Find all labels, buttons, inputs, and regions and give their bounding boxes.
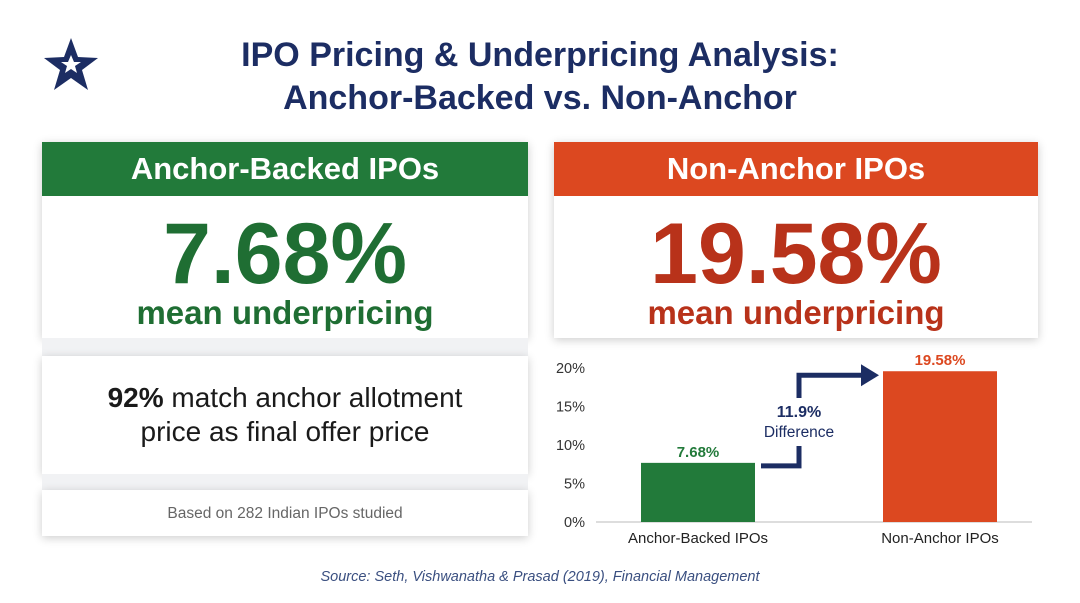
arrow-head-icon: [861, 364, 879, 387]
non-anchor-header: Non-Anchor IPOs: [554, 142, 1038, 196]
anchor-match-card: [42, 356, 528, 474]
bar-value-label: 7.68%: [677, 444, 720, 461]
card-separator: [42, 474, 528, 490]
y-tick-label: 20%: [556, 361, 585, 377]
page-title: IPO Pricing & Underpricing Analysis: Anc…: [140, 34, 940, 120]
y-tick-label: 15%: [556, 400, 585, 416]
non-anchor-card: Non-Anchor IPOs 19.58% mean underpricing: [554, 142, 1038, 338]
anchor-backed-value: 7.68%: [163, 206, 407, 302]
anchor-match-text: 92% match anchor allotment price as fina…: [42, 381, 528, 449]
source-citation: Source: Seth, Vishwanatha & Prasad (2019…: [320, 569, 760, 585]
y-tick-label: 10%: [556, 438, 585, 454]
bar-value-label: 19.58%: [915, 352, 966, 369]
study-footnote: Based on 282 Indian IPOs studied: [167, 505, 403, 522]
card-separator: [42, 338, 528, 356]
match-percent: 92%: [107, 382, 164, 413]
y-tick-label: 0%: [564, 515, 585, 531]
match-line-2: price as final offer price: [140, 416, 430, 447]
title-line-1: IPO Pricing & Underpricing Analysis:: [241, 36, 839, 74]
x-category-label: Anchor-Backed IPOs: [628, 530, 768, 547]
title-line-2: Anchor-Backed vs. Non-Anchor: [283, 79, 797, 117]
annotation-background: [748, 398, 852, 446]
bar-2: [883, 371, 997, 522]
underpricing-bar-chart: 0% 5% 10% 15% 20% 7.68% Anchor-Backed IPOs 19.5…: [556, 352, 1032, 547]
x-category-label: Non-Anchor IPOs: [881, 530, 999, 547]
star-icon: [44, 38, 98, 90]
anchor-backed-label: mean underpricing: [136, 294, 434, 331]
difference-label: Difference: [764, 424, 834, 441]
difference-value: 11.9%: [777, 404, 821, 421]
study-footnote-card: [42, 490, 528, 536]
y-tick-label: 5%: [564, 477, 585, 493]
bar-1: [641, 462, 755, 522]
anchor-backed-header: Anchor-Backed IPOs: [42, 142, 528, 196]
non-anchor-value: 19.58%: [650, 206, 942, 302]
non-anchor-label: mean underpricing: [647, 294, 945, 331]
anchor-backed-card: Anchor-Backed IPOs 7.68% mean underprici…: [42, 142, 528, 338]
match-line-1: match anchor allotment: [163, 382, 463, 413]
